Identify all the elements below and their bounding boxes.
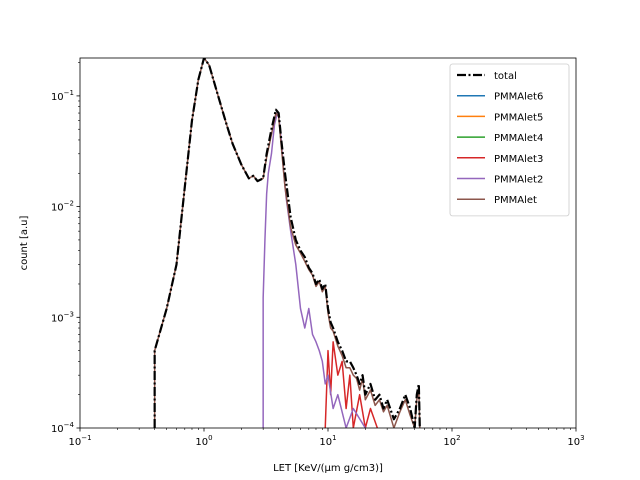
legend-label: PMMAlet6 bbox=[494, 92, 543, 103]
legend-label: PMMAlet bbox=[494, 195, 537, 206]
x-tick-label: 103 bbox=[567, 434, 584, 448]
legend-label: total bbox=[494, 71, 517, 82]
ticks-layer: 10−1 100 101 102 103 10−4 10−3 10−2 10−1 bbox=[51, 62, 585, 448]
legend-label: PMMAlet3 bbox=[494, 154, 543, 165]
legend-label: PMMAlet4 bbox=[494, 133, 543, 144]
y-axis-label: count [a.u] bbox=[19, 215, 30, 270]
series-line-total bbox=[153, 58, 421, 428]
plot-frame bbox=[79, 57, 577, 429]
y-tick-label: 10−1 bbox=[51, 89, 74, 103]
x-axis-label: LET [KeV/(μm g/cm3)] bbox=[273, 463, 383, 474]
y-tick-label: 10−4 bbox=[51, 421, 75, 435]
series-line-pmmalet2 bbox=[262, 112, 366, 428]
legend: total PMMAlet6 PMMAlet5 PMMAlet4 PMMAlet3 PMM… bbox=[449, 63, 570, 217]
y-tick-label: 10−3 bbox=[51, 310, 74, 324]
legend-label: PMMAlet5 bbox=[494, 112, 543, 123]
y-tick-label: 10−2 bbox=[51, 200, 74, 214]
x-tick-label: 100 bbox=[195, 434, 212, 448]
series-layer bbox=[153, 58, 421, 428]
x-tick-label: 102 bbox=[443, 434, 460, 448]
x-tick-label: 10−1 bbox=[68, 434, 91, 448]
x-tick-label: 101 bbox=[319, 434, 336, 448]
legend-label: PMMAlet2 bbox=[494, 175, 543, 186]
